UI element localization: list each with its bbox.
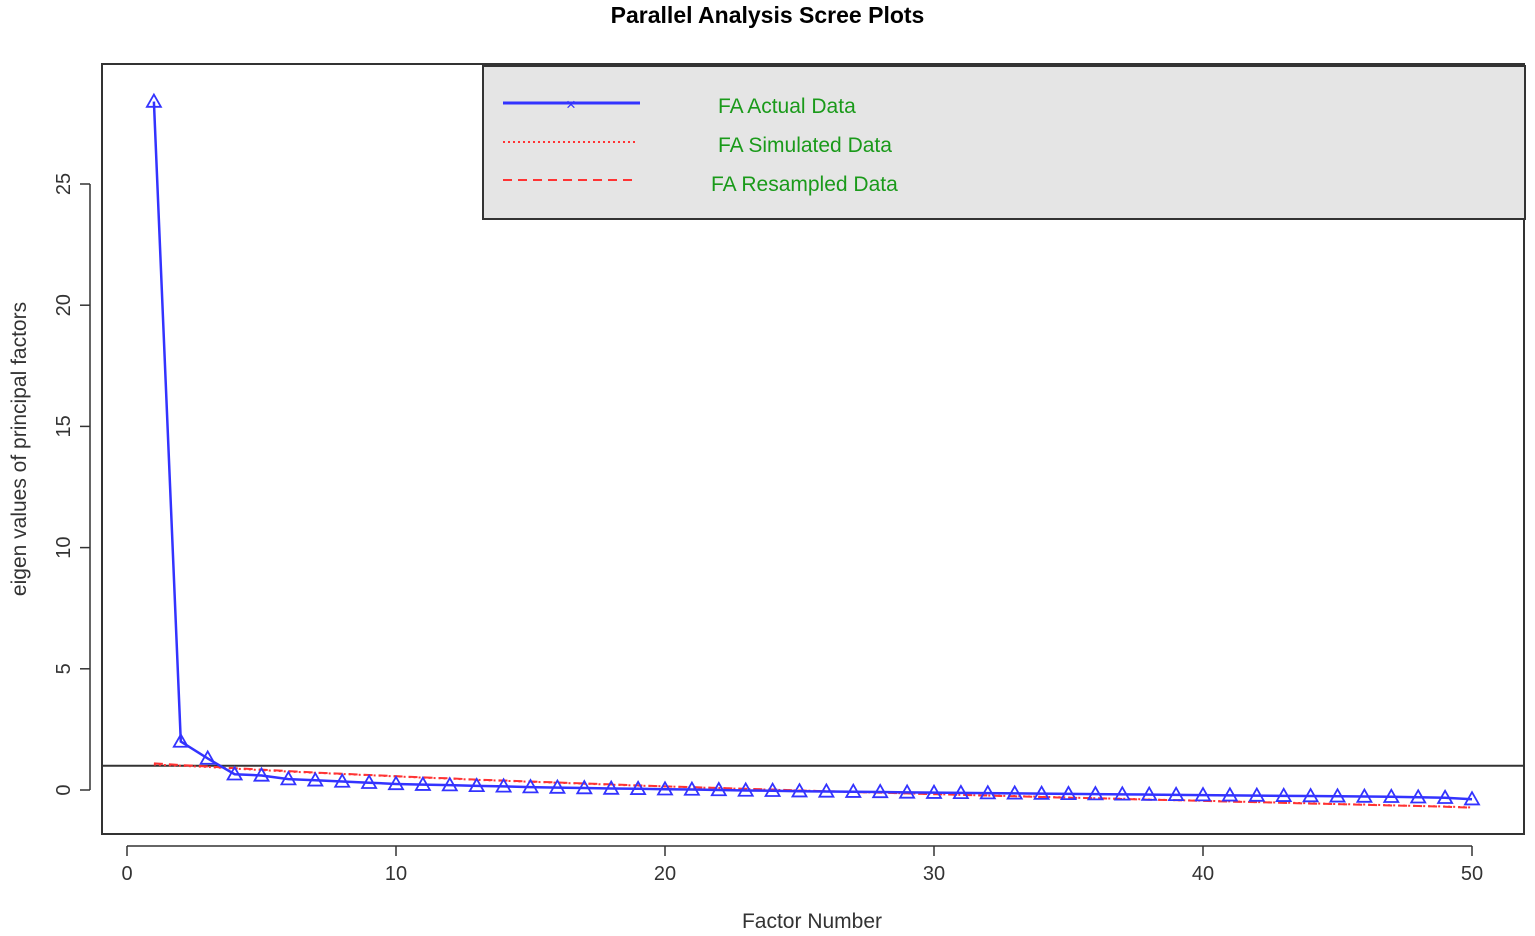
legend-resampled-label: FA Resampled Data: [711, 173, 898, 196]
actual-data-point: [495, 777, 513, 793]
y-axis-label: eigen values of principal factors: [8, 302, 31, 596]
actual-data-point: [1382, 787, 1400, 803]
actual-data-point: [844, 782, 862, 798]
actual-data-point: [360, 773, 378, 789]
axis-layer: 0 10 20 30 40 50 0 5 10 15 20 25: [53, 173, 1483, 885]
actual-data-point: [1409, 788, 1427, 804]
x-tick-label: 0: [121, 863, 132, 885]
actual-data-point: [252, 766, 271, 782]
actual-data-point: [333, 772, 351, 788]
actual-data-point: [790, 782, 809, 798]
y-tick-label: 20: [53, 294, 75, 316]
y-tick-label: 5: [53, 663, 75, 674]
actual-data-point: [1328, 787, 1347, 803]
actual-data-point: [306, 771, 324, 787]
legend-actual-label: FA Actual Data: [718, 95, 856, 118]
actual-data-point: [898, 783, 916, 799]
actual-data-point: [1275, 787, 1293, 802]
actual-data-point: [764, 781, 782, 797]
chart-title: Parallel Analysis Scree Plots: [610, 2, 925, 28]
actual-data-point: [414, 775, 432, 791]
x-axis-label: Factor Number: [742, 910, 882, 933]
actual-data-point: [387, 775, 405, 791]
actual-data-point: [226, 765, 244, 781]
actual-data-point: [683, 780, 701, 796]
x-tick-label: 10: [385, 863, 407, 885]
actual-data-point: [172, 732, 190, 748]
legend-simulated-label: FA Simulated Data: [718, 134, 892, 157]
x-tick-label: 20: [654, 863, 676, 885]
actual-data-point: [441, 776, 459, 792]
legend-box: [482, 65, 1526, 220]
actual-data-point: [1140, 785, 1158, 801]
actual-data-point: [1302, 787, 1320, 803]
actual-data-point: [952, 784, 970, 800]
actual-data-point: [817, 782, 835, 798]
y-tick-label: 10: [53, 536, 75, 558]
plot-frame: [101, 63, 1525, 835]
actual-data-point: [521, 778, 540, 794]
x-tick-label: 30: [923, 863, 945, 885]
actual-data-point: [468, 777, 486, 793]
actual-data-point: [925, 783, 943, 799]
actual-data-point: [1221, 786, 1239, 802]
y-tick-label: 25: [53, 173, 75, 195]
actual-data-point: [1086, 785, 1104, 801]
actual-data-point: [575, 779, 593, 795]
actual-data-point: [1248, 786, 1266, 802]
actual-data-point: [1006, 784, 1024, 800]
actual-data-point: [629, 779, 647, 795]
actual-data-point: [1355, 787, 1373, 803]
legend: × FA Actual Data FA Simulated Data FA Re…: [482, 65, 1526, 220]
actual-data-point: [871, 783, 889, 799]
actual-data-point: [979, 784, 997, 800]
actual-data-point: [1059, 785, 1078, 801]
y-tick-label: 0: [53, 784, 75, 795]
actual-data-point: [279, 770, 297, 786]
actual-data-point: [548, 778, 566, 794]
actual-data-point: [737, 781, 755, 797]
actual-data-point: [602, 779, 620, 795]
x-tick-label: 40: [1192, 863, 1214, 885]
x-tick-label: 50: [1461, 863, 1483, 885]
legend-actual-marker: ×: [566, 95, 576, 114]
actual-data-point: [1167, 786, 1185, 801]
series-line-dotted: [153, 763, 1473, 809]
actual-data-point: [1463, 790, 1481, 806]
actual-data-point: [1113, 785, 1131, 801]
actual-data-point: [656, 780, 674, 796]
actual-data-point: [1194, 786, 1212, 802]
series-line-dashed: [153, 762, 1473, 809]
actual-data-point: [199, 749, 217, 765]
actual-data-point: [1436, 788, 1454, 804]
actual-data-point: [145, 92, 163, 108]
actual-data-point: [1033, 784, 1051, 800]
actual-data-point: [710, 781, 728, 797]
marker-layer: [145, 92, 1481, 806]
y-tick-label: 15: [53, 415, 75, 437]
